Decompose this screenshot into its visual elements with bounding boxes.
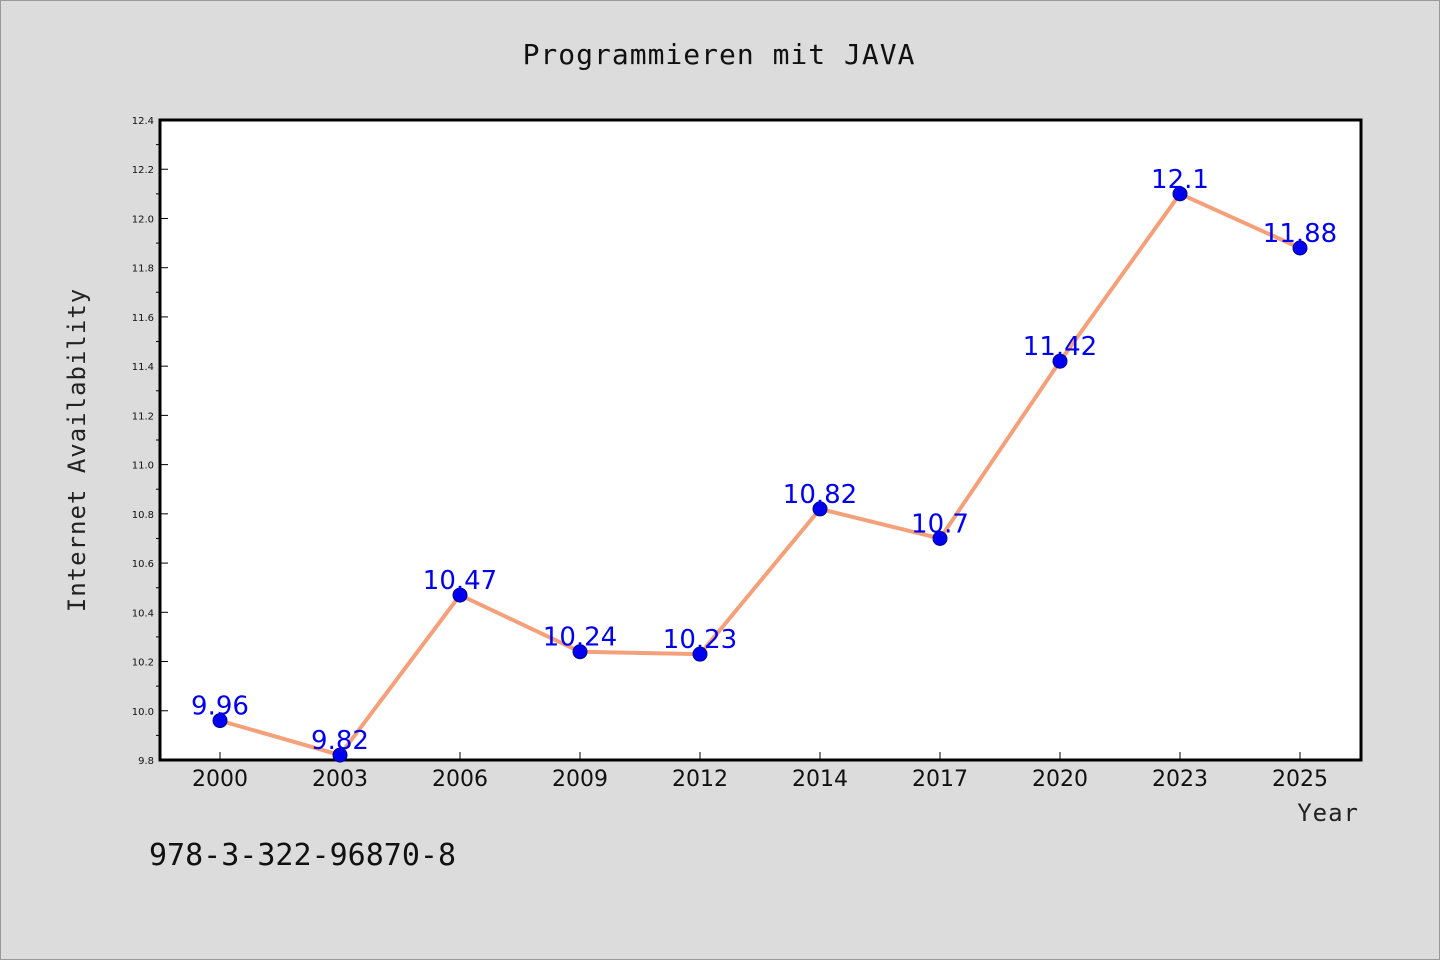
y-tick-label: 11.2 [132, 411, 154, 422]
x-tick-label: 2023 [1152, 767, 1208, 792]
y-tick-label: 9.8 [138, 756, 154, 767]
y-tick-label: 11.8 [132, 264, 154, 275]
chart-title: Programmieren mit JAVA [523, 38, 916, 71]
x-axis: 2000 2003 2006 2009 2012 2014 2017 2020 2023 2025 [192, 752, 1328, 792]
data-label: 10.24 [543, 623, 617, 653]
y-tick-label: 11.0 [132, 461, 154, 472]
x-axis-label: Year [1297, 799, 1359, 827]
y-tick-label: 12.0 [132, 214, 154, 225]
data-point-marker [932, 530, 948, 546]
y-tick-label: 11.6 [132, 313, 154, 324]
data-labels: 9.96 9.82 10.47 10.24 10.23 10.82 10.7 11.42 12.… [191, 165, 1337, 756]
y-tick-label: 10.6 [132, 559, 154, 570]
y-tick-label: 10.4 [132, 608, 154, 619]
y-axis: 9.8 10.0 10.2 10.4 10.6 10.8 11.0 11.2 11.4 11.6 1… [132, 116, 168, 767]
data-point-marker [692, 646, 708, 662]
data-label: 9.82 [311, 726, 369, 756]
data-label: 10.7 [911, 509, 969, 539]
x-tick-label: 2003 [312, 767, 368, 792]
data-point-marker [332, 747, 348, 763]
data-point-marker [1052, 353, 1068, 369]
x-tick-label: 2009 [552, 767, 608, 792]
plot-area [158, 118, 1363, 762]
y-tick-label: 12.4 [132, 116, 154, 127]
y-axis-label: Internet Availability [63, 288, 91, 612]
isbn-annotation: 978-3-322-96870-8 [149, 838, 456, 873]
y-tick-label: 11.4 [132, 362, 154, 373]
x-tick-label: 2000 [192, 767, 248, 792]
data-point-marker [1292, 240, 1308, 256]
data-point-marker [572, 644, 588, 660]
x-tick-label: 2020 [1032, 767, 1088, 792]
data-label: 12.1 [1151, 165, 1209, 195]
y-tick-label: 10.2 [132, 658, 154, 669]
y-tick-label: 10.8 [132, 510, 154, 521]
x-tick-label: 2017 [912, 767, 968, 792]
x-tick-label: 2025 [1272, 767, 1328, 792]
data-label: 10.23 [663, 625, 737, 655]
data-point-marker [212, 713, 228, 729]
data-point-marker [452, 587, 468, 603]
data-point-marker [812, 501, 828, 517]
data-label: 11.88 [1263, 219, 1337, 249]
data-point-marker [1172, 186, 1188, 202]
x-tick-label: 2012 [672, 767, 728, 792]
x-tick-label: 2014 [792, 767, 848, 792]
y-tick-label: 12.2 [132, 165, 154, 176]
y-tick-label: 10.0 [132, 707, 154, 718]
data-label: 11.42 [1023, 332, 1097, 362]
data-label: 10.47 [423, 566, 497, 596]
series-line [218, 191, 1302, 758]
x-tick-label: 2006 [432, 767, 488, 792]
data-label: 10.82 [783, 480, 857, 510]
data-label: 9.96 [191, 692, 249, 722]
data-series [212, 186, 1308, 763]
